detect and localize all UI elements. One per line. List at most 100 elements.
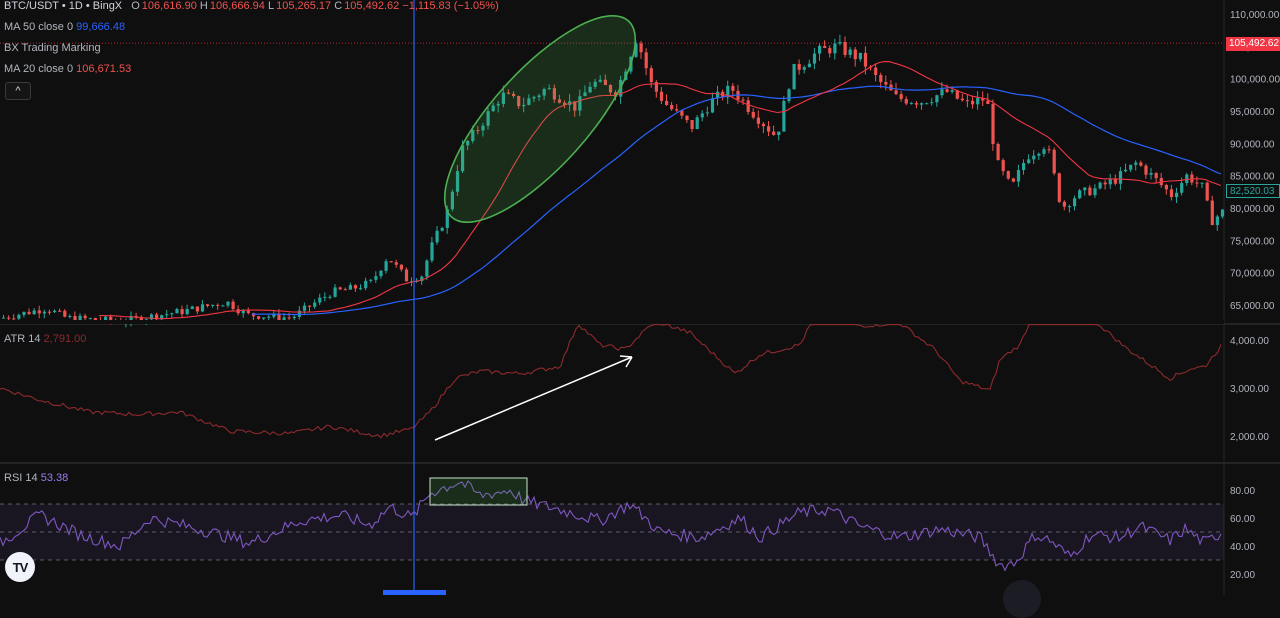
atr-tick-label: 2,000.00: [1230, 432, 1269, 443]
tradingview-logo[interactable]: TV: [5, 552, 35, 582]
candle: [670, 105, 674, 110]
candle: [7, 317, 11, 319]
atr-legend[interactable]: ATR 14 2,791.00: [4, 333, 86, 345]
candle: [695, 117, 699, 130]
candle: [843, 42, 847, 55]
candle: [761, 123, 766, 127]
avatar[interactable]: [1003, 580, 1041, 618]
candle: [1129, 164, 1133, 170]
candle: [996, 143, 1000, 161]
rsi-tick-label: 80.00: [1230, 486, 1255, 497]
candle: [1078, 190, 1082, 199]
candle: [47, 311, 52, 313]
bx-legend[interactable]: BX Trading Marking: [4, 42, 101, 54]
candle: [104, 316, 108, 321]
candle: [17, 314, 21, 319]
symbol-title[interactable]: BTC/USDT • 1D • BingX: [4, 0, 123, 12]
candle: [63, 310, 67, 317]
atr-line: [0, 323, 1222, 439]
chart-canvas[interactable]: 110,000.00105,000.00100,000.0095,000.009…: [0, 0, 1280, 595]
candle: [634, 43, 638, 57]
candle: [302, 305, 307, 311]
candle: [389, 261, 393, 263]
candle: [333, 287, 337, 297]
candle: [833, 43, 837, 54]
candle: [751, 112, 755, 118]
price-tick-label: 75,000.00: [1230, 236, 1275, 247]
candle: [557, 99, 562, 103]
price-tick-label: 65,000.00: [1230, 301, 1275, 312]
candle: [226, 301, 230, 306]
candle: [644, 52, 648, 69]
candle: [73, 315, 77, 322]
candle: [323, 296, 327, 298]
candle: [812, 53, 817, 64]
ma50-value: 99,666.48: [76, 21, 126, 33]
symbol-legend: BTC/USDT • 1D • BingX O 106,616.90 H 106,6…: [4, 0, 499, 12]
candle: [461, 145, 465, 172]
candle: [399, 264, 403, 270]
candle: [481, 125, 485, 131]
candle: [129, 315, 133, 323]
collapse-legend-button[interactable]: ^: [5, 82, 31, 100]
candle: [1011, 178, 1015, 182]
candle: [211, 304, 215, 306]
candle: [914, 103, 919, 105]
candle: [287, 317, 291, 319]
candle: [1149, 173, 1153, 175]
candle: [930, 102, 934, 104]
ma50-legend[interactable]: MA 50 close 0 99,666.48: [4, 21, 125, 33]
candle: [603, 79, 607, 86]
price-tick-label: 85,000.00: [1230, 172, 1275, 183]
candle: [297, 310, 301, 317]
candle: [476, 130, 480, 132]
candle: [435, 230, 439, 243]
candle: [384, 261, 388, 271]
candle: [27, 311, 31, 315]
candle: [1088, 187, 1092, 196]
candle: [68, 315, 72, 317]
candle: [394, 262, 398, 265]
candle: [180, 309, 184, 315]
candle: [425, 260, 429, 277]
rsi-line: [0, 480, 1222, 572]
candle: [960, 98, 964, 101]
rsi-legend[interactable]: RSI 14 53.38: [4, 472, 68, 484]
ma20-line: [98, 61, 1222, 320]
candle: [53, 310, 57, 313]
candle: [267, 316, 271, 318]
candle: [1175, 192, 1179, 198]
candle: [1200, 182, 1204, 184]
candle: [175, 309, 179, 314]
high-label: H: [199, 0, 208, 12]
candle: [1073, 198, 1077, 207]
candle: [675, 109, 679, 111]
candle: [22, 311, 26, 315]
candle: [1062, 201, 1066, 207]
candle: [767, 126, 771, 132]
candle: [78, 315, 82, 322]
candle: [190, 306, 194, 309]
candle: [1067, 206, 1072, 208]
candle: [1022, 163, 1026, 171]
candle: [563, 102, 567, 105]
rsi-highlight-box: [429, 477, 528, 506]
candle: [986, 100, 990, 105]
candle: [889, 84, 893, 91]
candle: [680, 110, 684, 116]
candle: [700, 113, 704, 118]
candle: [109, 316, 113, 321]
ma20-legend[interactable]: MA 20 close 0 106,671.53: [4, 63, 131, 75]
candle: [420, 276, 424, 282]
crosshair-date-marker: [383, 590, 446, 595]
candle: [1042, 149, 1046, 154]
candle: [654, 82, 658, 92]
atr-tick-label: 3,000.00: [1230, 384, 1269, 395]
candle: [838, 42, 842, 44]
candle: [246, 310, 250, 314]
candle: [971, 100, 975, 105]
candle: [512, 93, 516, 96]
candle: [710, 98, 715, 113]
candle: [328, 296, 332, 298]
candle: [445, 209, 449, 228]
